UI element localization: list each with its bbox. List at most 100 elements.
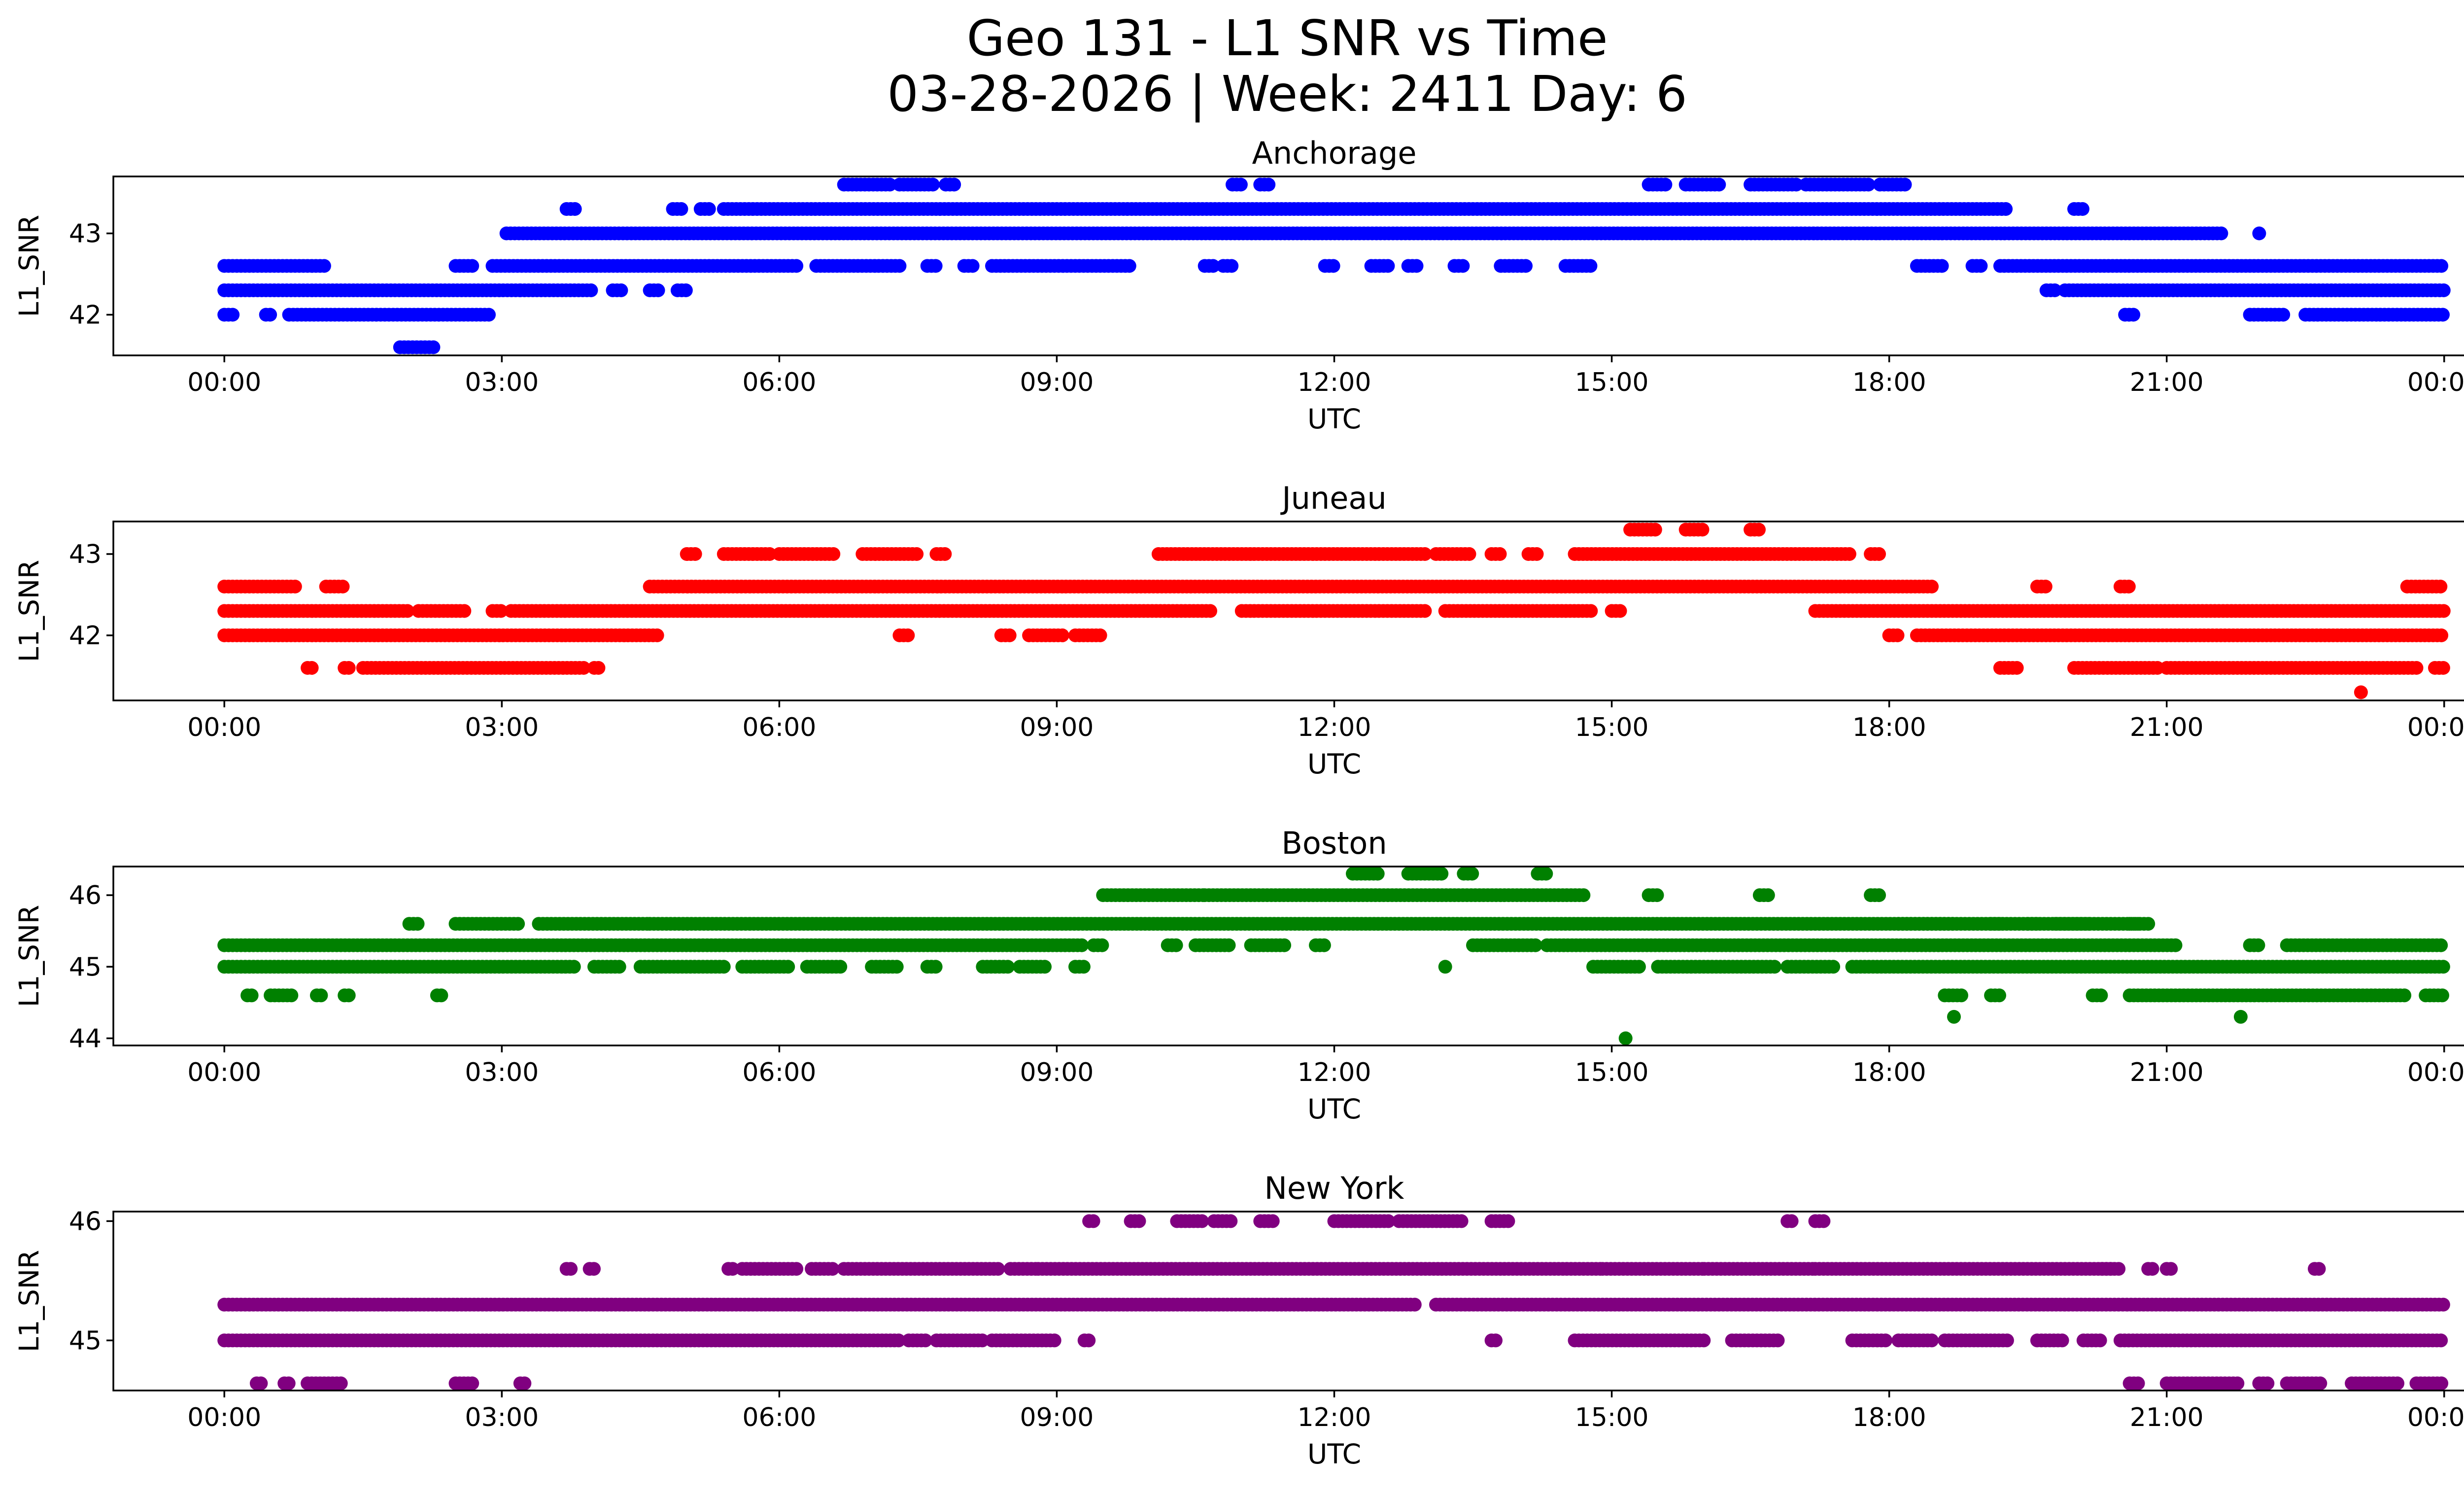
data-point xyxy=(1890,628,1905,642)
data-point xyxy=(1489,1333,1503,1348)
data-point xyxy=(928,259,943,273)
data-point xyxy=(1992,988,2006,1003)
data-point xyxy=(901,628,915,642)
x-tick-label: 06:00 xyxy=(742,713,816,742)
data-point xyxy=(925,177,940,192)
data-point xyxy=(650,628,664,642)
data-point xyxy=(1435,867,1449,881)
y-tick-label: 42 xyxy=(69,621,102,651)
data-point xyxy=(1658,177,1673,192)
data-point xyxy=(281,1376,296,1391)
y-axis-label: L1_SNR xyxy=(13,215,45,317)
data-point xyxy=(1076,960,1091,974)
data-point xyxy=(288,580,302,593)
x-tick-label: 00:00 xyxy=(2407,368,2464,397)
data-point xyxy=(2214,226,2228,241)
data-point xyxy=(1879,1333,1893,1348)
data-point xyxy=(1001,960,1015,974)
data-point xyxy=(1222,938,1236,952)
data-point xyxy=(2038,580,2053,593)
x-tick-label: 15:00 xyxy=(1575,1058,1649,1087)
data-point xyxy=(2122,580,2136,593)
data-point xyxy=(1974,259,1988,273)
x-tick-label: 06:00 xyxy=(742,1058,816,1087)
data-point xyxy=(2252,226,2266,241)
data-point xyxy=(918,1333,932,1348)
data-point xyxy=(688,547,702,561)
x-tick-label: 21:00 xyxy=(2130,713,2204,742)
data-point xyxy=(890,960,904,974)
x-tick-label: 09:00 xyxy=(1020,713,1094,742)
series-boston xyxy=(217,867,2450,1045)
data-point xyxy=(2141,917,2156,931)
data-point xyxy=(1872,547,1886,561)
data-point xyxy=(2436,661,2450,675)
x-tick-label: 00:00 xyxy=(187,1058,261,1087)
data-point xyxy=(1761,888,1775,903)
data-point xyxy=(892,259,907,273)
data-point xyxy=(1613,604,1627,618)
data-point xyxy=(1789,177,1803,192)
data-point xyxy=(1277,938,1292,952)
data-point xyxy=(1947,1009,1961,1024)
data-point xyxy=(1326,259,1340,273)
data-point xyxy=(1695,522,1710,537)
data-point xyxy=(1075,938,1089,952)
data-point xyxy=(789,259,804,273)
data-point xyxy=(494,604,508,618)
x-tick-label: 12:00 xyxy=(1298,368,1371,397)
data-point xyxy=(1618,1031,1633,1045)
data-point xyxy=(1925,580,1939,593)
x-tick-label: 18:00 xyxy=(1852,368,1926,397)
data-point xyxy=(1095,938,1109,952)
data-point xyxy=(1093,628,1107,642)
data-point xyxy=(342,661,356,675)
data-point xyxy=(254,1376,268,1391)
data-point xyxy=(2434,628,2449,642)
data-point xyxy=(975,1333,990,1348)
data-point xyxy=(614,283,628,297)
x-tick-label: 03:00 xyxy=(465,368,539,397)
data-point xyxy=(517,1376,532,1391)
y-tick-label: 42 xyxy=(69,301,102,330)
data-point xyxy=(651,283,665,297)
data-point xyxy=(1767,960,1781,974)
data-point xyxy=(2010,661,2024,675)
data-point xyxy=(2093,1333,2107,1348)
data-point xyxy=(334,1376,348,1391)
data-point xyxy=(928,960,943,974)
x-tick-label: 21:00 xyxy=(2130,368,2204,397)
data-point xyxy=(826,547,841,561)
y-axis-label: L1_SNR xyxy=(13,560,45,662)
data-point xyxy=(2276,308,2291,322)
data-point xyxy=(1999,202,2013,216)
y-axis-label: L1_SNR xyxy=(13,905,45,1007)
y-tick-label: 43 xyxy=(69,540,102,569)
series-juneau xyxy=(217,522,2451,699)
data-point xyxy=(284,988,299,1003)
data-point xyxy=(781,960,795,974)
x-tick-label: 18:00 xyxy=(1852,1058,1926,1087)
data-point xyxy=(2233,1009,2248,1024)
data-point xyxy=(584,283,598,297)
data-point xyxy=(2434,938,2448,952)
data-point xyxy=(1381,259,1395,273)
data-point xyxy=(717,960,731,974)
data-point xyxy=(1225,259,1239,273)
data-point xyxy=(305,661,319,675)
data-point xyxy=(2055,1333,2069,1348)
data-point xyxy=(426,340,441,354)
data-point xyxy=(2436,960,2450,974)
y-tick-label: 44 xyxy=(69,1024,102,1053)
data-point xyxy=(1861,177,1876,192)
data-point xyxy=(2029,917,2044,931)
data-point xyxy=(1038,960,1052,974)
data-point xyxy=(1418,547,1432,561)
data-point xyxy=(1898,177,1912,192)
data-point xyxy=(2409,661,2424,675)
data-point xyxy=(1519,259,1533,273)
